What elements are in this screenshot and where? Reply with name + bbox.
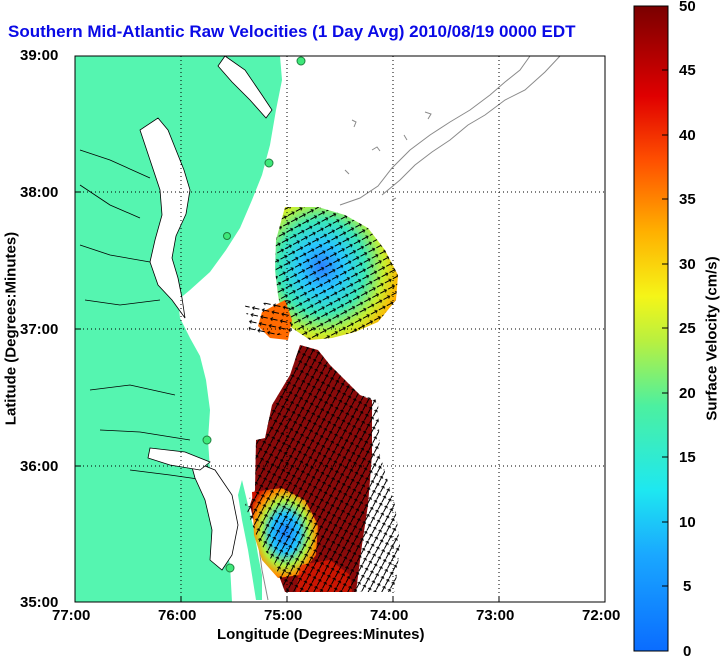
map-title: Southern Mid-Atlantic Raw Velocities (1 … [8, 22, 576, 41]
y-tick-label: 36:00 [20, 458, 59, 475]
land-mainland [75, 56, 282, 602]
colorbar-tick-label: 45 [679, 62, 696, 79]
radar-site [223, 232, 231, 240]
x-axis-title: Longitude (Degrees:Minutes) [217, 626, 425, 643]
grid-lines [75, 56, 605, 602]
colorbar-tick-label: 50 [679, 0, 696, 15]
colorbar-tick-label: 15 [679, 449, 696, 466]
colorbar-tick-label: 20 [679, 385, 696, 402]
rivers [79, 149, 206, 481]
y-axis-title: Latitude (Degrees:Minutes) [2, 231, 20, 426]
radar-site [202, 435, 212, 445]
x-tick-label: 75:00 [264, 607, 303, 624]
velocity-arrows-south [245, 345, 400, 592]
velocity-arrows-tongue [245, 300, 292, 335]
radar-site [264, 158, 274, 168]
land-outer-banks [238, 480, 262, 600]
colorbar-ticks [662, 69, 668, 587]
chesapeake-bay [139, 117, 191, 319]
pamlico-sound [189, 459, 239, 571]
isobath-contour [255, 56, 561, 601]
colorbar-tick-label: 40 [679, 127, 696, 144]
colorbar-tick-label: 25 [679, 320, 696, 337]
colorbar-tick-label: 5 [683, 578, 692, 595]
delaware-bay [217, 56, 273, 119]
y-tick-label: 37:00 [20, 321, 59, 338]
colorbar-tick-label: 0 [683, 643, 692, 660]
albemarle-sound [147, 447, 211, 471]
isobath-speckle [344, 111, 432, 201]
axis-ticks [75, 191, 500, 602]
x-tick-label: 72:00 [582, 607, 621, 624]
y-tick-label: 38:00 [20, 184, 59, 201]
colorbar-tick-label: 35 [679, 191, 696, 208]
velocity-arrows-north [275, 207, 398, 340]
colorbar-title: Surface Velocity (cm/s) [703, 256, 721, 421]
x-tick-label: 73:00 [476, 607, 515, 624]
radar-site [225, 563, 235, 573]
y-tick-label: 35:00 [20, 594, 59, 611]
colorbar-tick-label: 10 [679, 514, 696, 531]
x-tick-label: 76:00 [158, 607, 197, 624]
colorbar-tick-label: 30 [679, 256, 696, 273]
y-tick-label: 39:00 [20, 47, 59, 64]
radar-site [296, 56, 306, 66]
x-tick-label: 77:00 [52, 607, 91, 624]
x-tick-label: 74:00 [370, 607, 409, 624]
plot-border [74, 55, 606, 603]
